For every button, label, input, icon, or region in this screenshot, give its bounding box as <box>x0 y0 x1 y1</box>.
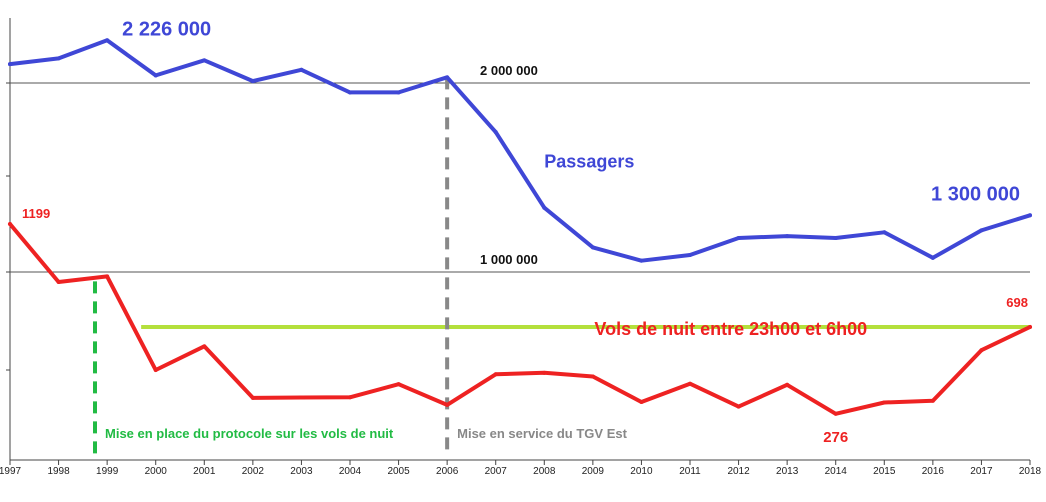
data-point <box>250 79 255 84</box>
x-tick-label: 1999 <box>96 466 119 477</box>
data-point <box>882 230 887 235</box>
data-point <box>688 381 692 386</box>
data-label: Vols de nuit entre 23h00 et 6h00 <box>594 319 867 339</box>
data-point <box>105 274 110 279</box>
x-tick-label: 2014 <box>825 466 848 477</box>
data-point <box>153 73 158 78</box>
x-tick-label: 2013 <box>776 466 799 477</box>
event-label: Mise en place du protocole sur les vols … <box>105 426 394 441</box>
data-point <box>639 400 644 405</box>
data-point <box>1028 325 1032 329</box>
x-tick-label: 1998 <box>47 466 70 477</box>
x-tick-label: 1997 <box>0 466 22 477</box>
data-label: 1 300 000 <box>931 183 1020 205</box>
series-line <box>8 38 1032 263</box>
data-label: 698 <box>1006 295 1028 310</box>
data-point <box>105 38 110 43</box>
data-point <box>445 75 450 80</box>
x-tick-label: 2011 <box>679 466 701 477</box>
data-point <box>348 395 352 400</box>
x-tick-label: 2006 <box>436 466 459 477</box>
data-label: 2 226 000 <box>122 18 211 40</box>
data-point <box>348 90 352 95</box>
data-point <box>396 382 401 387</box>
series-line <box>8 222 1032 416</box>
x-tick-label: 2000 <box>145 466 168 477</box>
x-tick-label: 2012 <box>727 466 750 477</box>
data-point <box>688 252 692 257</box>
data-point <box>736 404 741 409</box>
x-tick-label: 2003 <box>290 466 313 477</box>
data-point <box>153 367 158 372</box>
data-label: 276 <box>823 429 848 446</box>
data-point <box>833 235 838 240</box>
x-tick-label: 2009 <box>582 466 605 477</box>
data-point <box>736 235 741 240</box>
data-point <box>882 400 887 405</box>
data-label: 1199 <box>22 206 50 221</box>
data-point <box>202 58 207 63</box>
data-point <box>445 402 450 407</box>
data-point <box>833 411 838 416</box>
data-point <box>785 382 790 387</box>
x-tick-label: 2002 <box>242 466 265 477</box>
data-point <box>979 228 984 233</box>
x-tick-label: 2004 <box>339 466 362 477</box>
data-point <box>202 344 207 349</box>
data-point <box>56 279 61 284</box>
reference-line-label: 2 000 000 <box>480 63 538 78</box>
data-point <box>396 90 401 95</box>
data-point <box>1028 213 1032 218</box>
data-point <box>930 255 935 260</box>
data-point <box>493 372 498 377</box>
x-tick-label: 2018 <box>1019 466 1042 477</box>
data-point <box>590 245 595 250</box>
data-label: Passagers <box>544 152 634 172</box>
data-point <box>979 348 984 353</box>
x-tick-label: 2007 <box>485 466 508 477</box>
data-point <box>493 130 498 135</box>
x-tick-label: 2001 <box>193 466 216 477</box>
data-point <box>8 62 12 67</box>
x-tick-label: 2017 <box>970 466 993 477</box>
x-tick-label: 2008 <box>533 466 556 477</box>
data-point <box>542 205 547 210</box>
data-point <box>930 398 935 403</box>
data-point <box>590 374 595 379</box>
data-point <box>785 234 790 239</box>
x-tick-label: 2015 <box>873 466 896 477</box>
data-point <box>8 222 12 226</box>
x-tick-label: 2010 <box>630 466 653 477</box>
event-label: Mise en service du TGV Est <box>457 426 627 441</box>
x-tick-label: 2016 <box>922 466 945 477</box>
data-point <box>299 395 304 400</box>
x-tick-label: 2005 <box>387 466 410 477</box>
data-point <box>639 258 644 263</box>
data-point <box>542 370 547 375</box>
data-point <box>299 67 304 72</box>
data-point <box>56 56 61 61</box>
data-point <box>250 395 255 400</box>
reference-line-label: 1 000 000 <box>480 252 538 267</box>
